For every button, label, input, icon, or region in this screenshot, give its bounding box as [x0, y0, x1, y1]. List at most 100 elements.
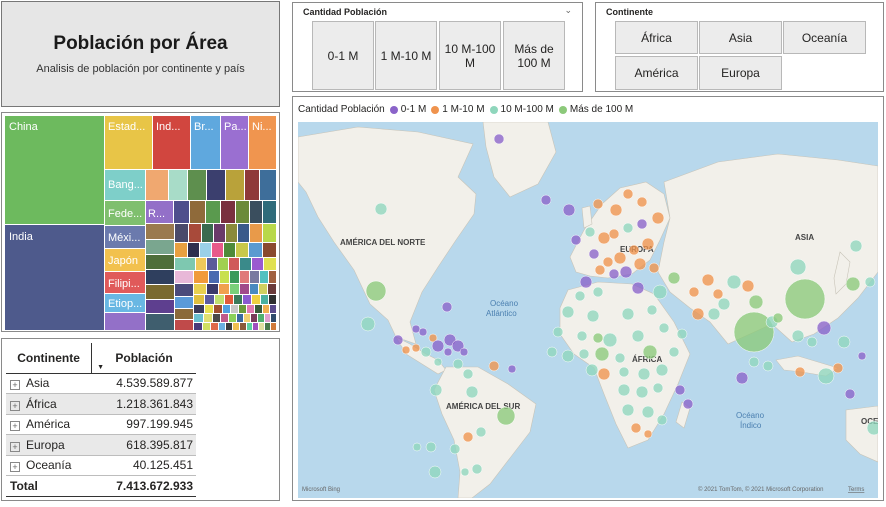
map-bubble[interactable]	[365, 280, 387, 302]
map-bubble[interactable]	[562, 203, 576, 217]
map-bubble[interactable]	[789, 258, 807, 276]
map-bubble[interactable]	[817, 367, 835, 385]
map-bubble[interactable]	[360, 316, 376, 332]
treemap-tile-other-89[interactable]	[213, 314, 220, 322]
map-bubble[interactable]	[392, 334, 404, 346]
map-bubble[interactable]	[691, 307, 705, 321]
map-bubble[interactable]	[791, 329, 805, 343]
treemap-tile-other-55[interactable]	[269, 271, 276, 283]
treemap-tile-ethiopia[interactable]	[105, 294, 145, 312]
map-bubble[interactable]	[429, 383, 443, 397]
chevron-down-icon[interactable]: ⌄	[564, 6, 572, 16]
treemap-tile-other-13[interactable]	[236, 201, 249, 223]
treemap-tile-other-72[interactable]	[234, 295, 242, 304]
map-bubble[interactable]	[597, 367, 611, 381]
map-bubble[interactable]	[608, 228, 620, 240]
treemap-tile-other-26[interactable]	[214, 224, 225, 242]
map-bubble[interactable]	[735, 371, 749, 385]
treemap-tile-other-75[interactable]	[261, 295, 268, 304]
treemap-tile-other-77[interactable]	[194, 305, 204, 313]
slicer-option-1-10m[interactable]: 1 M-10 M	[375, 21, 437, 90]
map-bubble[interactable]	[576, 330, 588, 342]
map-bubble[interactable]	[717, 297, 731, 311]
map-bubble[interactable]	[816, 320, 832, 336]
treemap-tile-other-36[interactable]	[236, 243, 248, 257]
treemap-tile-india[interactable]	[5, 225, 104, 330]
treemap-tile-other-102[interactable]	[226, 323, 232, 330]
treemap-tile-other-32[interactable]	[188, 243, 199, 257]
map-bubble[interactable]	[628, 244, 640, 256]
map-bubble[interactable]	[658, 322, 670, 334]
treemap-tile-other-34[interactable]	[212, 243, 223, 257]
treemap-tile-other-12[interactable]	[221, 201, 235, 223]
map-bubble[interactable]	[652, 284, 668, 300]
map-bubble[interactable]	[646, 304, 658, 316]
map-bubble[interactable]	[832, 362, 844, 374]
map-bubble[interactable]	[637, 367, 651, 381]
map-bubble[interactable]	[488, 360, 500, 372]
treemap-tile-other-101[interactable]	[219, 323, 225, 330]
map-bubble[interactable]	[493, 133, 505, 145]
map-bubble[interactable]	[643, 429, 653, 439]
treemap-tile-other-44[interactable]	[240, 258, 251, 270]
map-bubble[interactable]	[688, 286, 700, 298]
map-bubble[interactable]	[636, 218, 648, 230]
treemap-tile-other-100[interactable]	[211, 323, 218, 330]
map-bubble[interactable]	[794, 366, 806, 378]
treemap-tile-other-41[interactable]	[207, 258, 217, 270]
treemap-tile-other-106[interactable]	[253, 323, 258, 330]
column-header-population[interactable]: Población ▼	[91, 343, 196, 374]
treemap-tile-other-90[interactable]	[221, 314, 228, 322]
treemap-tile-japan[interactable]	[105, 249, 145, 271]
map-bubble[interactable]	[667, 271, 681, 285]
map-bubble[interactable]	[784, 278, 826, 320]
map-bubble[interactable]	[655, 363, 669, 377]
map-bubble[interactable]	[621, 307, 635, 321]
map-bubble[interactable]	[460, 467, 470, 477]
legend-item-1-10m[interactable]: 1 M-10 M	[431, 104, 485, 115]
treemap-tile-other-10[interactable]	[190, 201, 205, 223]
treemap-tile-other-40[interactable]	[196, 258, 206, 270]
map-bubble[interactable]	[652, 382, 664, 394]
map-bubble[interactable]	[578, 348, 590, 360]
slicer-option-america[interactable]: América	[615, 56, 698, 90]
treemap-tile-other-7[interactable]	[245, 170, 259, 200]
treemap-tile-other-38[interactable]	[263, 243, 276, 257]
map-bubble[interactable]	[540, 194, 552, 206]
column-header-continent[interactable]: Continente	[6, 343, 92, 374]
treemap-tile-other-15[interactable]	[263, 201, 276, 223]
treemap-tile-other-94[interactable]	[251, 314, 257, 322]
treemap-tile-other-88[interactable]	[204, 314, 212, 322]
map-bubble[interactable]	[584, 226, 596, 238]
treemap-tile-other-70[interactable]	[215, 295, 224, 304]
treemap-tile-other-50[interactable]	[220, 271, 229, 283]
treemap-tile-other-57[interactable]	[175, 297, 193, 308]
expand-icon[interactable]: +	[10, 421, 20, 432]
map-bubble[interactable]	[622, 222, 634, 234]
treemap-tile-other-65[interactable]	[250, 284, 258, 294]
treemap-tile-other-63[interactable]	[230, 284, 239, 294]
map-bubble[interactable]	[712, 288, 724, 300]
treemap-tile-other-105[interactable]	[247, 323, 252, 330]
map-bubble[interactable]	[597, 231, 611, 245]
treemap-tile-other-9[interactable]	[174, 201, 189, 223]
treemap-tile-indonesia[interactable]	[153, 116, 190, 169]
treemap-tile-other-76[interactable]	[269, 295, 276, 304]
treemap-tile-other-74[interactable]	[252, 295, 260, 304]
map-bubble[interactable]	[592, 198, 604, 210]
map-bubble[interactable]	[806, 336, 818, 348]
treemap-tile-other-87[interactable]	[194, 314, 203, 322]
treemap-tile-other-96[interactable]	[265, 314, 270, 322]
treemap-tile-other-81[interactable]	[231, 305, 238, 313]
slicer-option-africa[interactable]: África	[615, 21, 698, 54]
treemap-tile-russia[interactable]	[105, 201, 145, 225]
slicer-option-0-1m[interactable]: 0-1 M	[312, 21, 374, 90]
map-bubble[interactable]	[641, 405, 655, 419]
map-bubble[interactable]	[412, 442, 422, 452]
treemap-tile-other-3[interactable]	[169, 170, 187, 200]
treemap-tile-bangladesh[interactable]	[105, 170, 145, 200]
map-bubble[interactable]	[741, 279, 755, 293]
map-bubble[interactable]	[635, 385, 649, 399]
slicer-option-oceania[interactable]: Oceanía	[783, 21, 866, 54]
treemap-tile-other-91[interactable]	[229, 314, 236, 322]
